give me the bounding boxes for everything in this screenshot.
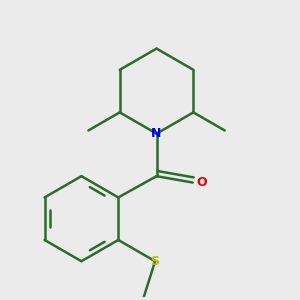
Text: N: N	[152, 127, 162, 140]
Text: O: O	[196, 176, 207, 189]
Text: S: S	[151, 255, 160, 268]
